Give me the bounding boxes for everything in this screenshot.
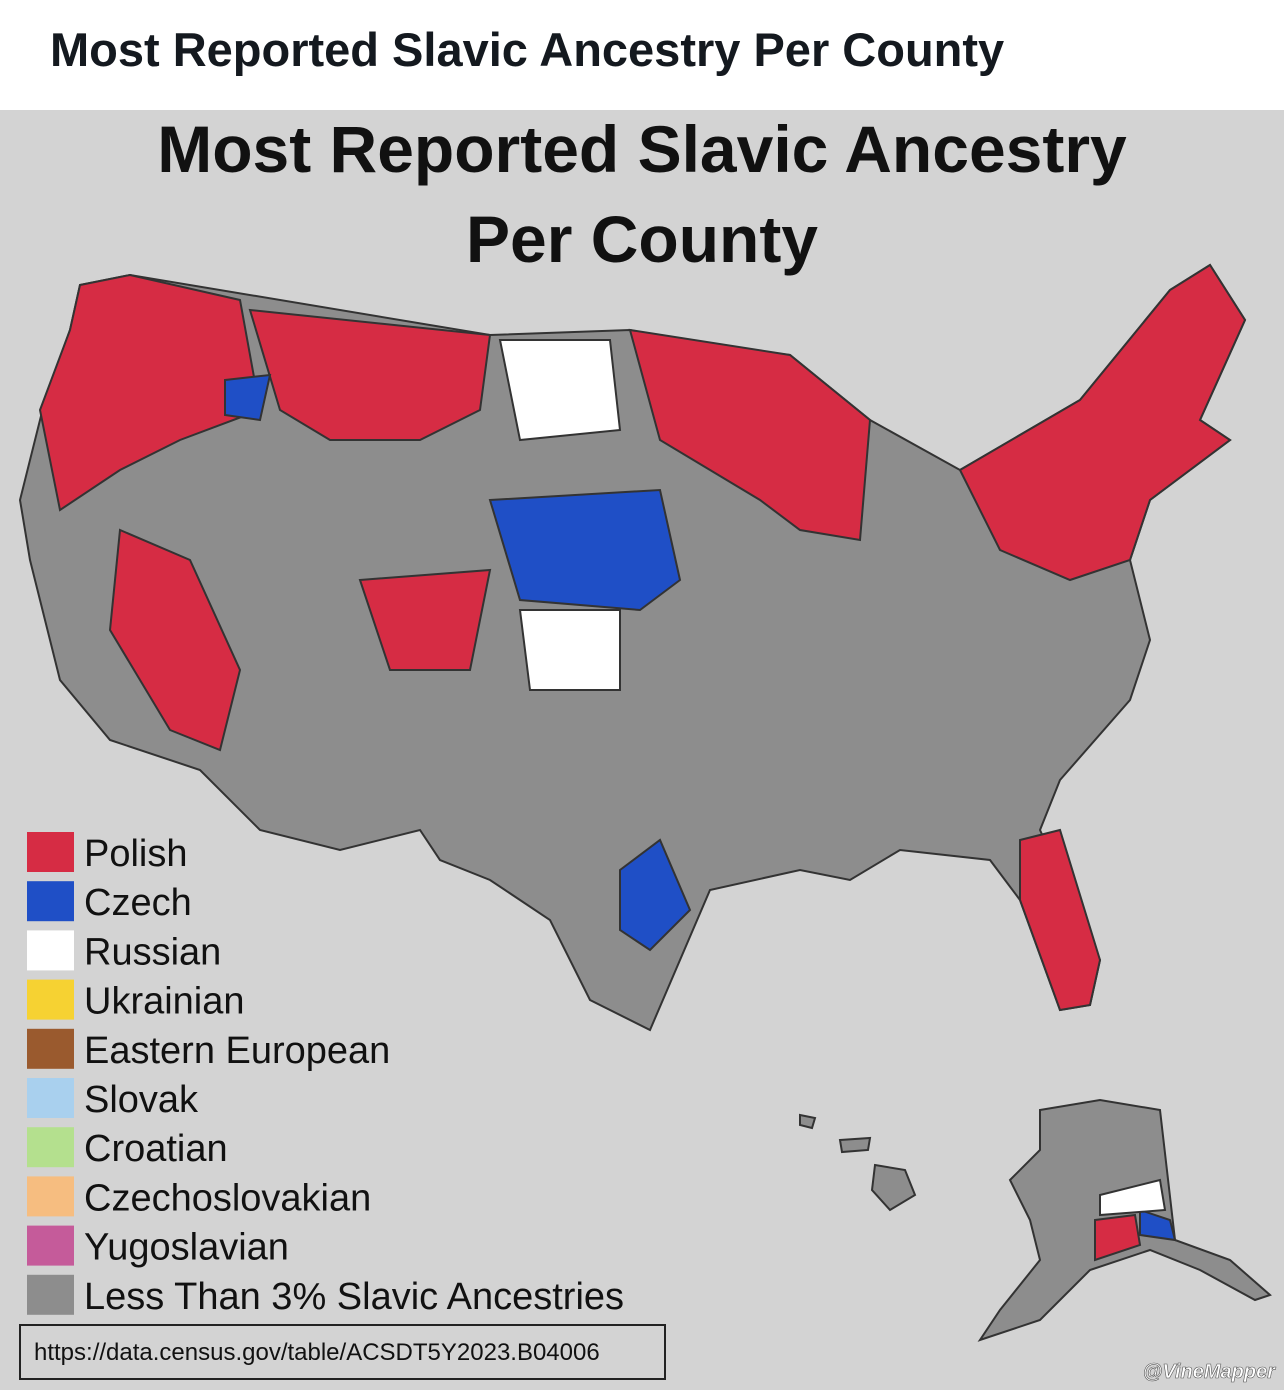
legend-swatch [27,1127,74,1168]
legend-swatch [27,1078,74,1118]
region [1094,1213,1142,1262]
legend-swatch [27,1225,74,1266]
legend-swatch [27,1274,74,1315]
region [619,838,692,952]
legend-label: Croatian [84,1128,228,1170]
legend: Polish Czech Russian Ukrainian Eastern Europ… [27,832,624,1318]
legend-label: Slovak [84,1079,199,1121]
legend-label: Russian [84,931,221,973]
region [1099,1178,1167,1217]
hawaii [838,1136,872,1154]
legend-swatch [27,832,74,872]
legend-swatch [27,930,74,971]
us-map [18,263,1247,1032]
source-box [19,1324,666,1380]
region [518,609,621,691]
map-title: Per County [466,202,818,276]
region [248,308,492,441]
legend-label: Yugoslavian [84,1227,289,1269]
region [108,528,242,752]
source-url: https://data.census.gov/table/ACSDT5Y202… [34,1339,600,1366]
region [358,568,492,671]
legend-label: Less Than 3% Slavic Ancestries [84,1276,624,1318]
legend-swatch [27,1176,74,1217]
legend-label: Ukrainian [84,981,245,1023]
region [628,328,872,542]
hawaii [870,1163,917,1212]
map-title: Most Reported Slavic Ancestry [157,112,1127,186]
region [498,339,622,442]
region [38,273,262,512]
legend-label: Eastern European [84,1030,390,1072]
map-image: Most Reported Slavic Ancestry Per County… [0,110,1284,1390]
region [958,263,1247,582]
legend-label: Polish [84,833,188,875]
region [224,373,272,422]
post-title: Most Reported Slavic Ancestry Per County [50,23,1005,76]
legend-label: Czechoslovakian [84,1177,371,1219]
legend-swatch [27,979,74,1020]
region [488,488,682,612]
credit: @VineMapper [1143,1361,1276,1383]
legend-swatch [27,881,74,922]
alaska-hawaii [799,1098,1272,1342]
legend-swatch [27,1028,74,1069]
region [1019,828,1102,1012]
hawaii [799,1113,817,1130]
legend-label: Czech [84,882,192,924]
post-header: Most Reported Slavic Ancestry Per County [0,0,1284,110]
region [1139,1208,1177,1242]
